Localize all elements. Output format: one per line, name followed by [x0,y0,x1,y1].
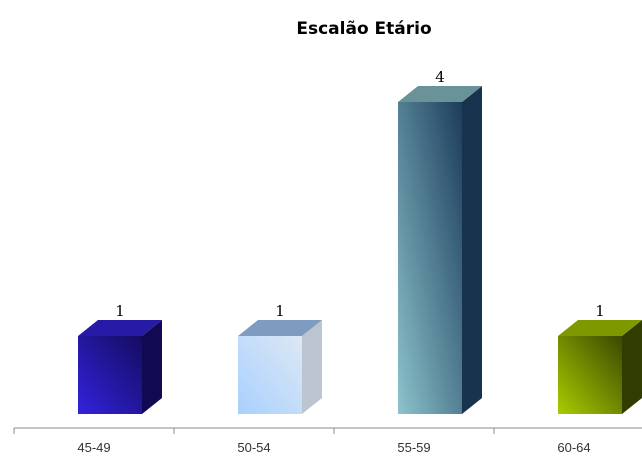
x-tick-label: 60-64 [557,440,590,455]
data-label: 1 [115,302,125,320]
bar-55-59: 4 [398,68,482,414]
bar-50-54: 1 [238,302,322,414]
bar-top-face [238,320,322,336]
bar-front-face [238,336,302,414]
bar-top-face [398,86,482,102]
data-label: 1 [275,302,285,320]
x-axis-ticks: 45-49 50-54 55-59 60-64 [13,428,591,455]
bar-front-face [398,102,462,414]
bar-60-64: 1 [558,302,642,414]
bar-front-face [558,336,622,414]
bar-side-face [142,320,162,414]
x-tick-label: 55-59 [397,440,430,455]
bar-side-face [462,86,482,414]
data-label: 1 [595,302,605,320]
chart-title: Escalão Etário [296,19,431,39]
bars-group: 1 1 4 1 [78,68,642,414]
bar-top-face [78,320,162,336]
bar-side-face [622,320,642,414]
bar-top-face [558,320,642,336]
data-label: 4 [435,68,445,86]
bar-front-face [78,336,142,414]
x-tick-label: 50-54 [237,440,270,455]
bar-side-face [302,320,322,414]
bar-45-49: 1 [78,302,162,414]
x-tick-label: 45-49 [77,440,110,455]
